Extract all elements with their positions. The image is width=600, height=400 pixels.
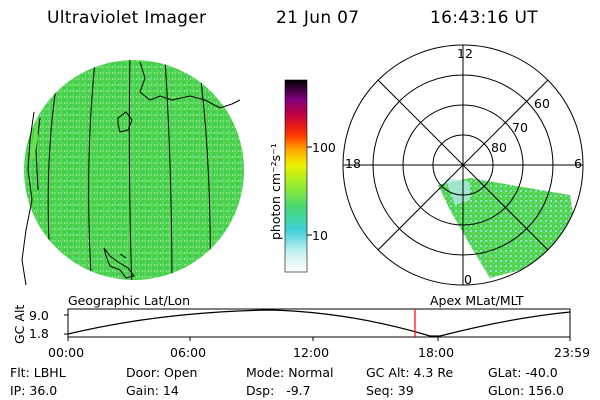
gain-info: Gain: 14 (126, 383, 179, 398)
colorbar-label-100: 100 (312, 140, 336, 155)
mlat-label-80: 80 (491, 140, 507, 155)
time-label: 16:43:16 UT (430, 8, 538, 28)
ip-info: IP: 36.0 (10, 383, 58, 398)
altitude-ylabel: GC Alt (12, 304, 27, 344)
geographic-caption: Geographic Lat/Lon (68, 293, 190, 308)
altitude-ytick-1-8: 1.8 (29, 326, 49, 341)
mlat-label-60: 60 (534, 96, 550, 111)
gc-alt-info: GC Alt: 4.3 Re (366, 365, 454, 380)
earth-disk (24, 60, 244, 280)
mlt-label-6: 6 (574, 156, 582, 171)
limb-aurora (30, 118, 38, 160)
coastline (103, 61, 241, 279)
mlt-label-12: 12 (457, 46, 473, 61)
polar-rings (342, 44, 584, 286)
limb-coast (21, 111, 41, 286)
altitude-plot (64, 308, 571, 341)
mlat-label-70: 70 (512, 120, 528, 135)
mlt-label-0: 0 (464, 272, 472, 287)
auroral-oval (438, 178, 575, 278)
altitude-xtick-2359: 23:59 (554, 345, 591, 360)
apex-caption: Apex MLat/MLT (430, 293, 524, 308)
altitude-ytick-9: 9.0 (29, 308, 49, 323)
instrument-title: Ultraviolet Imager (47, 8, 207, 28)
date-label: 21 Jun 07 (276, 8, 360, 28)
door-info: Door: Open (126, 365, 198, 380)
altitude-xtick-1200: 12:00 (293, 345, 330, 360)
mlt-label-18: 18 (345, 156, 361, 171)
altitude-xtick-0000: 00:00 (48, 345, 85, 360)
glat-info: GLat: -40.0 (488, 365, 558, 380)
colorbar-unit-label: photon cm⁻²s⁻¹ (268, 143, 283, 240)
dsp-info: Dsp: -9.7 (246, 383, 311, 398)
earth-image (21, 60, 244, 286)
altitude-xtick-1800: 18:00 (418, 345, 455, 360)
colorbar (284, 79, 312, 273)
glon-info: GLon: 156.0 (488, 383, 564, 398)
colorbar-label-10: 10 (312, 228, 328, 243)
mode-info: Mode: Normal (246, 365, 334, 380)
colorbar-scale (284, 79, 308, 273)
altitude-curve (67, 309, 571, 337)
auroral-oval-edge (445, 178, 470, 205)
filter-info: Flt: LBHL (10, 365, 66, 380)
seq-info: Seq: 39 (366, 383, 414, 398)
altitude-xtick-0600: 06:00 (170, 345, 207, 360)
polar-plot (342, 44, 584, 286)
